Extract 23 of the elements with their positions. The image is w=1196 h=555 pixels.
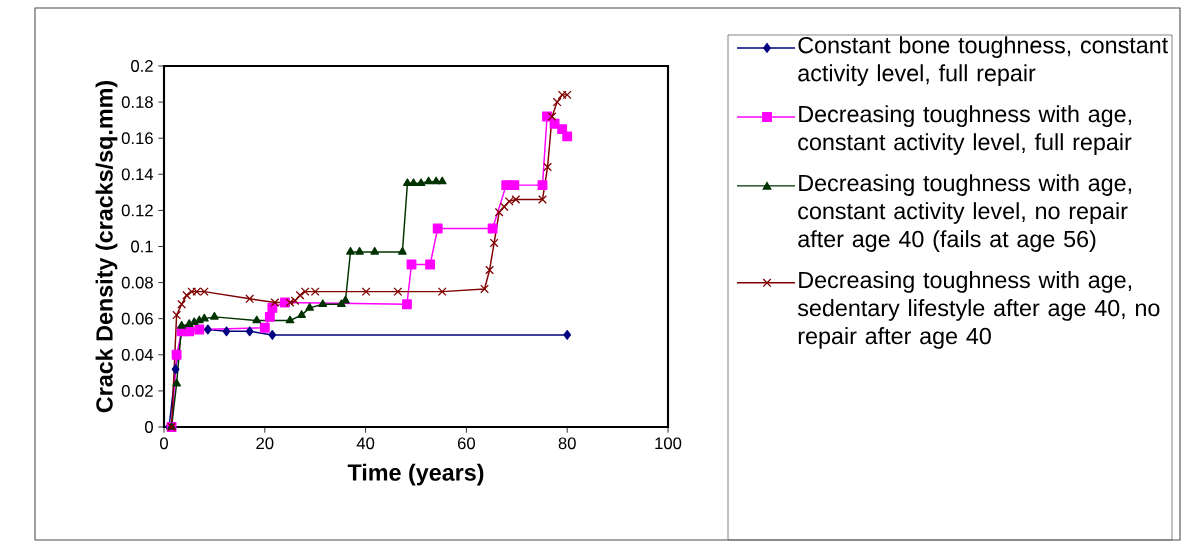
y-tick-label: 0	[144, 421, 153, 433]
y-tick-label: 0.12	[121, 204, 153, 217]
y-tick-label: 0.2	[131, 60, 153, 72]
x-tick-label: 80	[558, 437, 576, 450]
y-axis-title: Crack Density (cracks/sq.mm)	[95, 81, 118, 413]
y-tick-label: 0.02	[121, 385, 153, 397]
x-tick-label: 40	[356, 437, 375, 450]
y-tick-label: 0.06	[121, 312, 153, 325]
y-tick-label: 0.08	[121, 276, 153, 289]
y-tick-label: 0.14	[121, 168, 154, 181]
x-axis-title: Time (years)	[347, 463, 484, 486]
y-tick-label: 0.1	[131, 240, 153, 253]
x-tick-label: 100	[655, 437, 682, 450]
legend-label: Decreasing toughness with age, constant activity level, full repair	[798, 105, 1132, 155]
y-tick-label: 0.04	[121, 348, 154, 361]
legend-label: Decreasing toughness with age, constant activity level, no repair after age 40 (fails at age 56)	[798, 174, 1132, 252]
x-tick-label: 0	[160, 437, 168, 450]
y-tick-label: 0.18	[121, 96, 153, 108]
y-tick-label: 0.16	[121, 132, 153, 145]
legend-label: Decreasing toughness with age, sedentary lifestyle after age 40, no repair after age 40	[797, 271, 1160, 349]
x-tick-label: 60	[457, 437, 476, 450]
legend-label: Constant bone toughness, constant activity level, full repair	[798, 36, 1169, 87]
x-tick-label: 20	[256, 437, 274, 450]
